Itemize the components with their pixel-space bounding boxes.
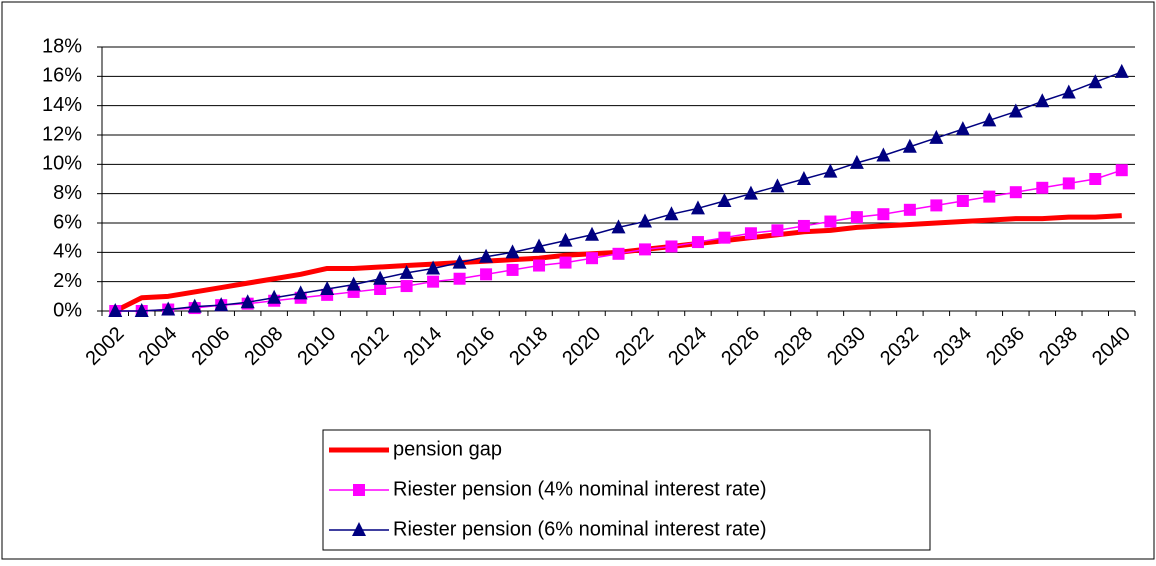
marker [638, 243, 651, 256]
marker [1009, 186, 1022, 199]
marker [1008, 103, 1023, 118]
y-tick-label: 0% [53, 299, 82, 321]
y-tick-label: 18% [42, 35, 82, 57]
marker [849, 154, 864, 169]
marker [876, 147, 891, 162]
marker [691, 236, 704, 249]
marker [453, 272, 466, 285]
marker [108, 303, 123, 317]
marker [771, 224, 784, 237]
marker [929, 129, 944, 144]
marker [427, 275, 440, 288]
marker [1089, 173, 1102, 185]
marker [505, 244, 520, 259]
marker [399, 264, 414, 279]
y-tick-label: 2% [53, 270, 82, 292]
marker [902, 138, 917, 153]
marker [187, 298, 202, 313]
marker [480, 268, 493, 281]
marker [665, 240, 678, 253]
marker [1115, 164, 1128, 177]
marker [479, 248, 494, 263]
marker [930, 199, 943, 212]
y-tick-label: 4% [53, 241, 82, 263]
legend-label: Riester pension (6% nominal interest rat… [393, 518, 767, 540]
marker [214, 297, 229, 312]
marker [293, 285, 308, 300]
marker [1035, 93, 1050, 108]
marker [956, 195, 969, 207]
marker [850, 211, 863, 224]
legend-box [322, 429, 931, 551]
legend-label: Riester pension (4% nominal interest rat… [393, 478, 767, 500]
marker [400, 280, 413, 293]
marker [823, 163, 838, 178]
marker [452, 254, 467, 269]
marker [585, 226, 600, 241]
marker [374, 283, 387, 295]
marker [717, 193, 732, 207]
marker [718, 231, 731, 244]
marker [586, 252, 599, 265]
marker [1062, 177, 1075, 190]
marker [134, 303, 149, 317]
marker [955, 121, 970, 136]
marker [373, 270, 388, 285]
marker [903, 203, 916, 216]
marker [770, 178, 785, 193]
marker [690, 200, 705, 215]
marker [1061, 84, 1076, 99]
marker [352, 522, 366, 536]
marker [612, 247, 625, 260]
marker [743, 185, 758, 200]
marker [559, 256, 572, 269]
marker [637, 213, 652, 228]
marker [1114, 63, 1129, 78]
legend: pension gap Riester pension (4% nominal i… [322, 429, 931, 551]
marker [664, 206, 679, 221]
marker [983, 190, 996, 203]
marker [267, 289, 282, 304]
marker [346, 276, 361, 291]
y-tick-label: 6% [53, 211, 82, 233]
marker [426, 260, 441, 275]
marker [161, 301, 176, 316]
y-tick-label: 12% [42, 123, 82, 145]
marker [982, 112, 997, 127]
marker [744, 227, 757, 240]
marker [797, 219, 810, 232]
y-tick-label: 16% [42, 65, 82, 87]
marker [320, 281, 335, 295]
marker [533, 259, 546, 272]
y-tick-label: 8% [53, 182, 82, 204]
marker [824, 215, 837, 228]
marker [1088, 74, 1103, 89]
y-tick-label: 14% [42, 94, 82, 116]
marker [611, 219, 626, 234]
marker [353, 484, 365, 496]
y-tick-label: 10% [42, 153, 82, 175]
marker [877, 208, 890, 221]
marker [506, 263, 519, 276]
marker [240, 294, 255, 309]
marker [1036, 181, 1049, 194]
marker [796, 171, 811, 185]
marker [532, 238, 547, 253]
marker [558, 232, 573, 247]
legend-label: pension gap [393, 438, 502, 460]
